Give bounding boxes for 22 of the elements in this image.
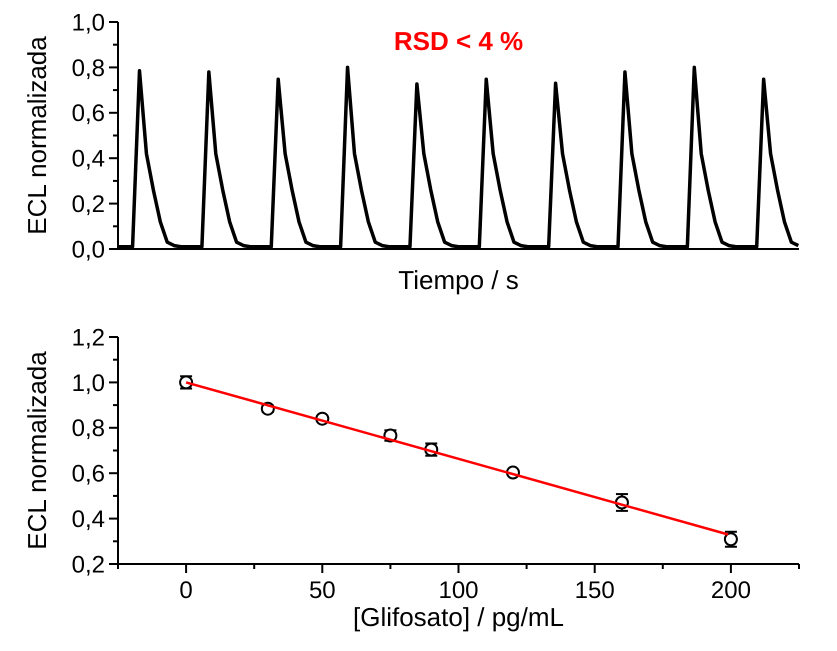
y-tick-label: 0,4 — [72, 146, 105, 173]
y-tick-label: 1,2 — [72, 324, 105, 352]
x-axis-title: [Glifosato] / pg/mL — [353, 602, 564, 632]
annotation: RSD < 4 % — [394, 26, 524, 56]
y-tick-label: 0,0 — [72, 236, 105, 264]
y-axis-title: ECL normalizada — [22, 36, 52, 235]
x-tick-label: 50 — [308, 577, 336, 604]
x-tick-label: 100 — [438, 577, 479, 604]
y-tick-label: 0,6 — [72, 100, 105, 128]
y-tick-label: 0,8 — [72, 54, 105, 82]
x-tick-label: 200 — [710, 577, 751, 604]
y-tick-label: 1,0 — [72, 370, 105, 397]
y-tick-label: 0,4 — [72, 506, 105, 533]
x-tick-label: 0 — [179, 577, 193, 604]
y-tick-label: 0,8 — [72, 415, 105, 442]
y-axis-title: ECL normalizada — [22, 350, 52, 550]
x-axis-title: Tiempo / s — [398, 265, 519, 295]
y-tick-label: 0,2 — [72, 191, 105, 218]
y-tick-label: 1,0 — [72, 9, 105, 36]
y-tick-label: 0,2 — [72, 551, 105, 578]
x-tick-label: 150 — [574, 577, 615, 604]
y-tick-label: 0,6 — [72, 460, 105, 488]
